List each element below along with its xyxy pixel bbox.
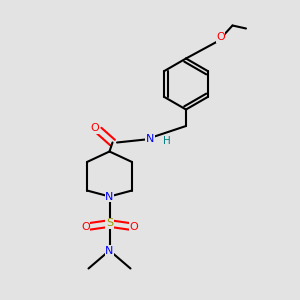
Text: O: O xyxy=(216,32,225,43)
Text: O: O xyxy=(81,221,90,232)
Text: S: S xyxy=(106,218,113,229)
Text: N: N xyxy=(105,245,114,256)
Text: N: N xyxy=(146,134,154,145)
Text: N: N xyxy=(105,191,114,202)
Text: O: O xyxy=(91,123,100,133)
Text: H: H xyxy=(163,136,170,146)
Text: O: O xyxy=(129,221,138,232)
